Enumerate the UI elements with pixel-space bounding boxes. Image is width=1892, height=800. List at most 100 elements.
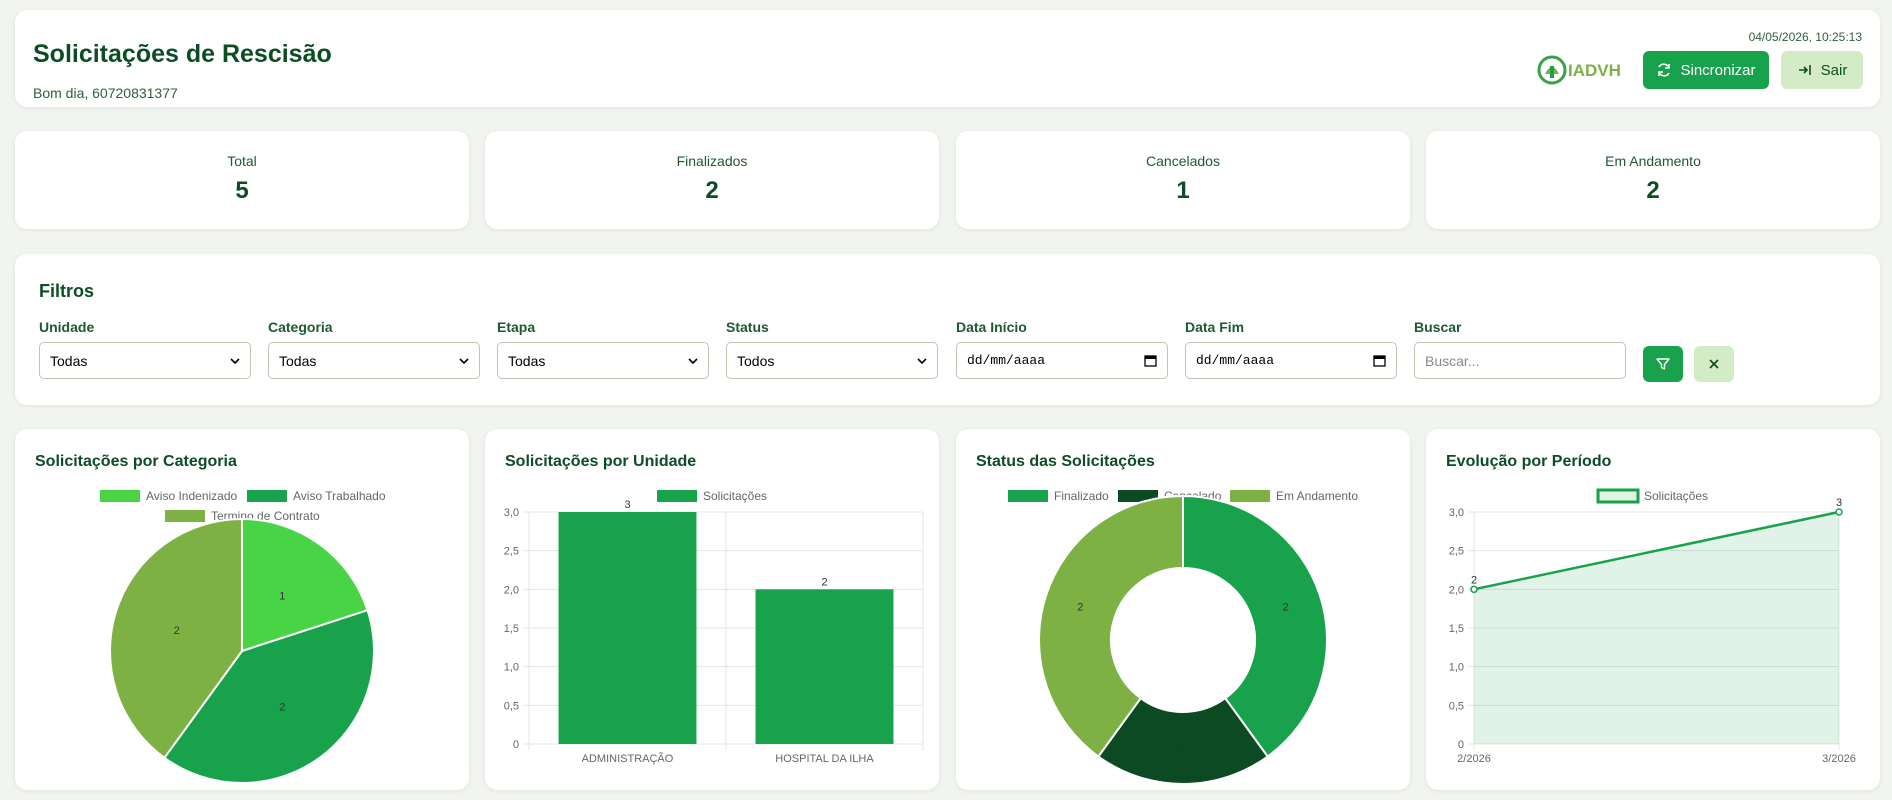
chart-card-status: Status das Solicitações FinalizadoCancel… bbox=[956, 429, 1410, 790]
bar-2 bbox=[755, 589, 894, 744]
filter-label: Data Fim bbox=[1185, 319, 1245, 335]
search-placeholder: Buscar... bbox=[1425, 352, 1480, 369]
stat-value: 1 bbox=[1176, 177, 1190, 204]
sync-button[interactable]: Sincronizar bbox=[1643, 51, 1769, 89]
etapa-select[interactable]: Todas bbox=[497, 342, 709, 379]
legend-swatch bbox=[1118, 490, 1158, 502]
legend-label: Aviso Indenizado bbox=[146, 489, 238, 503]
y-tick-label: 0 bbox=[1458, 739, 1464, 751]
logo-text: IADVH bbox=[1568, 61, 1621, 80]
category-pie-chart: Aviso Indenizado Aviso TrabalhadoTermino … bbox=[100, 489, 386, 784]
x-tick-label: 3/2026 bbox=[1822, 753, 1856, 765]
series-line bbox=[1473, 510, 1840, 591]
y-tick-label: 2,5 bbox=[504, 546, 519, 558]
sync-label: Sincronizar bbox=[1680, 61, 1756, 79]
slice-value-label: 1 bbox=[1180, 743, 1186, 755]
point-value-label: 2 bbox=[1471, 574, 1477, 586]
status-select[interactable]: Todos bbox=[726, 342, 938, 379]
legend-swatch bbox=[247, 490, 287, 502]
date-value: dd/mm/aaaa bbox=[967, 353, 1046, 368]
stat-card-total: Total 5 bbox=[15, 131, 469, 229]
filter-label: Etapa bbox=[497, 319, 536, 335]
select-value: Todas bbox=[508, 352, 546, 369]
pie-slice-1 bbox=[241, 517, 369, 653]
chart-title: Solicitações por Unidade bbox=[505, 453, 697, 470]
slice-value-label: 2 bbox=[279, 702, 285, 714]
legend-swatch bbox=[1008, 490, 1048, 502]
chart-title: Status das Solicitações bbox=[976, 453, 1155, 470]
chevron-down-icon bbox=[917, 357, 927, 364]
clear-filter-button[interactable] bbox=[1694, 346, 1734, 382]
bar-value-label: 2 bbox=[821, 576, 827, 588]
stat-label: Cancelados bbox=[1146, 153, 1220, 169]
stat-card-finalizados: Finalizados 2 bbox=[485, 131, 939, 229]
select-value: Todas bbox=[50, 352, 88, 369]
y-tick-label: 3,0 bbox=[504, 507, 519, 519]
stat-card-cancelados: Cancelados 1 bbox=[956, 131, 1410, 229]
x-tick-label: ADMINISTRAÇÃO bbox=[582, 752, 674, 765]
x-tick-label: HOSPITAL DA ILHA bbox=[775, 753, 874, 765]
legend-swatch bbox=[100, 490, 140, 502]
y-tick-label: 0,5 bbox=[504, 700, 519, 712]
y-tick-label: 2,5 bbox=[1449, 546, 1464, 558]
unidade-select[interactable]: Todas bbox=[39, 342, 251, 379]
datetime-text: 04/05/2026, 10:25:13 bbox=[1748, 30, 1862, 44]
select-value: Todas bbox=[279, 352, 317, 369]
filters-card: Filtros Unidade Todas Categoria Todas Et… bbox=[15, 254, 1880, 405]
stat-label: Finalizados bbox=[676, 153, 748, 169]
chart-card-unidade: Solicitações por Unidade Solicitações 0 0,… bbox=[485, 429, 939, 790]
header-card: Solicitações de Rescisão Bom dia, 607208… bbox=[15, 10, 1880, 107]
pie-slice-3 bbox=[1038, 494, 1184, 758]
y-tick-label: 1,0 bbox=[504, 662, 519, 674]
filter-label: Categoria bbox=[268, 319, 333, 335]
pie-slice-2 bbox=[1096, 696, 1270, 785]
slice-value-label: 1 bbox=[279, 590, 285, 602]
y-tick-label: 2,0 bbox=[504, 584, 519, 596]
filter-unidade: Unidade Todas bbox=[39, 319, 251, 379]
chart-card-periodo: Evolução por Período Solicitações 0 0,5 1,0… bbox=[1426, 429, 1880, 790]
legend-label: Em Andamento bbox=[1276, 489, 1358, 503]
stat-value: 2 bbox=[705, 177, 719, 204]
pie-slice-3 bbox=[109, 517, 243, 760]
chevron-down-icon bbox=[459, 357, 469, 364]
pie-slice-2 bbox=[163, 608, 375, 784]
legend-label: Solicitações bbox=[1644, 489, 1708, 503]
date-value: dd/mm/aaaa bbox=[1196, 353, 1275, 368]
chevron-down-icon bbox=[230, 357, 240, 364]
legend-label: Finalizado bbox=[1054, 489, 1109, 503]
greeting-text: Bom dia, 60720831377 bbox=[33, 85, 178, 101]
search-input[interactable]: Buscar... bbox=[1414, 342, 1626, 379]
filter-label: Status bbox=[726, 319, 769, 335]
iadvh-logo: IADVH bbox=[1537, 55, 1621, 85]
filter-etapa: Etapa Todas bbox=[497, 319, 709, 379]
stat-label: Em Andamento bbox=[1605, 153, 1701, 169]
filter-label: Data Início bbox=[956, 319, 1027, 335]
data-point-2 bbox=[1835, 508, 1843, 516]
slice-value-label: 2 bbox=[1283, 602, 1289, 614]
y-tick-label: 3,0 bbox=[1449, 507, 1464, 519]
y-tick-label: 1,0 bbox=[1449, 662, 1464, 674]
stat-card-em-andamento: Em Andamento 2 bbox=[1426, 131, 1880, 229]
categoria-select[interactable]: Todas bbox=[268, 342, 480, 379]
logout-icon bbox=[1798, 65, 1811, 75]
filter-label: Buscar bbox=[1414, 319, 1462, 335]
page-title: Solicitações de Rescisão bbox=[33, 40, 332, 68]
y-tick-label: 2,0 bbox=[1449, 584, 1464, 596]
y-tick-label: 0,5 bbox=[1449, 700, 1464, 712]
calendar-icon bbox=[1373, 355, 1386, 367]
filter-label: Unidade bbox=[39, 319, 95, 335]
data-inicio-input[interactable]: dd/mm/aaaa bbox=[956, 342, 1168, 379]
close-icon bbox=[1709, 359, 1719, 369]
filter-buscar: Buscar Buscar... bbox=[1414, 319, 1626, 379]
logout-button[interactable]: Sair bbox=[1781, 51, 1863, 89]
y-tick-label: 0 bbox=[513, 739, 519, 751]
logout-label: Sair bbox=[1820, 61, 1848, 79]
slice-value-label: 2 bbox=[1077, 602, 1083, 614]
area-fill bbox=[1474, 512, 1839, 744]
apply-filter-button[interactable] bbox=[1643, 346, 1683, 382]
data-fim-input[interactable]: dd/mm/aaaa bbox=[1185, 342, 1397, 379]
y-tick-label: 1,5 bbox=[1449, 623, 1464, 635]
chart-title: Solicitações por Categoria bbox=[35, 453, 237, 470]
filter-categoria: Categoria Todas bbox=[268, 319, 480, 379]
chart-card-categoria: Solicitações por Categoria Aviso Indeniz… bbox=[15, 429, 469, 790]
